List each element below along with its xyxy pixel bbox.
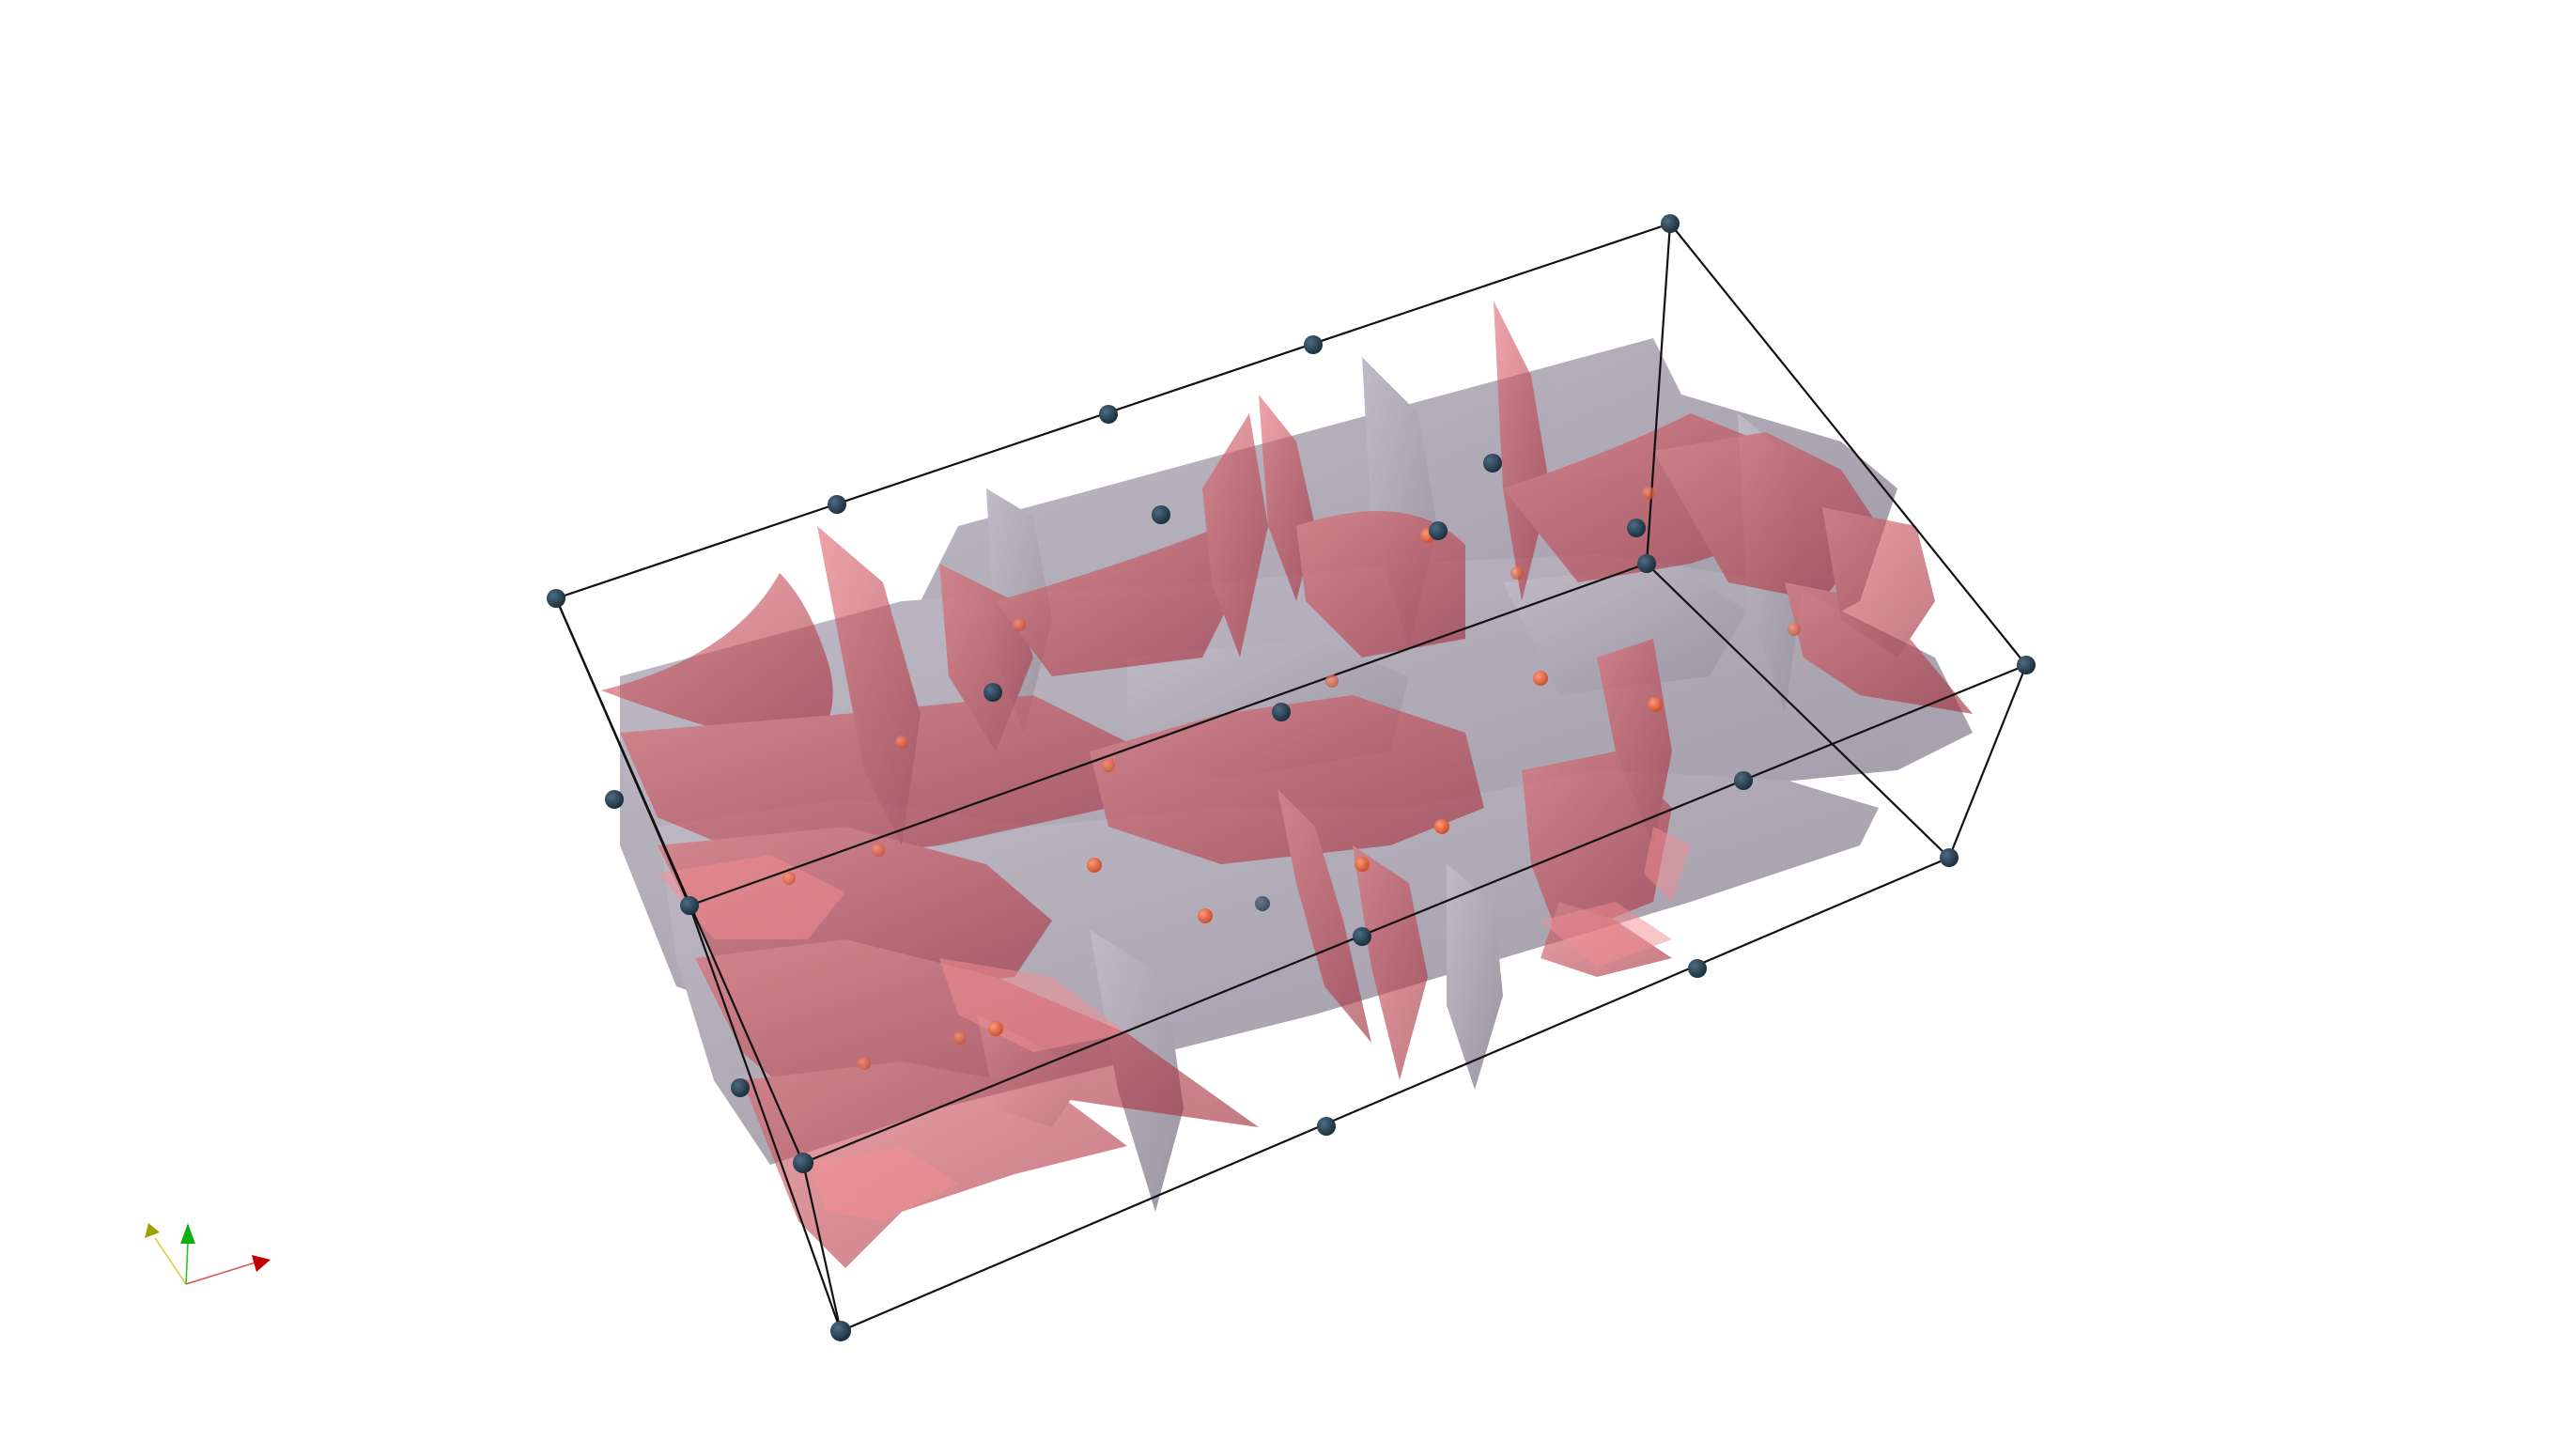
box-node: [1272, 703, 1291, 721]
box-node: [547, 589, 565, 608]
y-axis-line: [154, 1237, 187, 1285]
interior-point: [1198, 908, 1213, 923]
box-edge: [688, 905, 843, 1332]
box-node: [680, 896, 699, 915]
box-edge: [1645, 223, 1672, 565]
red-sheet: [1653, 432, 1879, 601]
interior-point: [1533, 671, 1548, 686]
red-highlight: [808, 1146, 958, 1221]
interior-point: [858, 1057, 871, 1070]
red-sheet: [1822, 507, 1935, 658]
red-sheet: [1353, 845, 1428, 1080]
red-sheet: [817, 526, 921, 845]
interior-point: [872, 844, 885, 857]
box-node: [1637, 554, 1656, 573]
box-edge: [801, 1162, 843, 1332]
red-highlight: [1541, 902, 1672, 968]
box-node: [1317, 1117, 1336, 1136]
box-node: [1940, 848, 1959, 867]
red-sheet: [977, 1015, 1090, 1127]
interior-point: [1355, 857, 1370, 872]
red-sheet: [1597, 639, 1672, 845]
interior-point: [1087, 858, 1102, 873]
box-nodes: [547, 214, 2036, 1341]
box-node: [1255, 896, 1270, 911]
box-node: [793, 1153, 813, 1173]
interior-point: [1325, 674, 1339, 688]
box-edge: [840, 856, 1950, 1333]
red-sheet: [1278, 789, 1371, 1043]
interior-point: [1510, 566, 1524, 580]
interior-point: [1788, 623, 1801, 636]
box-node: [1429, 521, 1448, 540]
red-sheet: [1785, 582, 1973, 714]
box-node: [830, 1321, 851, 1341]
red-highlight: [939, 958, 1127, 1052]
box-node: [1099, 405, 1118, 424]
box-edge: [1947, 664, 2028, 859]
x-axis-arrow-icon: [252, 1255, 271, 1272]
box-edge: [554, 597, 691, 906]
grey-sheet: [1503, 564, 1747, 695]
red-sheet: [1296, 511, 1465, 658]
red-isosurfaces: [601, 301, 1973, 1268]
box-node: [1734, 771, 1753, 790]
box-node: [2017, 656, 2036, 674]
y-axis-arrow-icon: [145, 1223, 160, 1238]
red-sheet: [1202, 413, 1268, 658]
interior-point: [895, 736, 908, 749]
interior-point: [1642, 487, 1655, 500]
box-edge: [1669, 223, 2027, 666]
red-sheet: [996, 526, 1240, 676]
interior-point: [1434, 819, 1449, 834]
z-axis-line: [185, 1241, 189, 1285]
box-node: [828, 495, 846, 514]
box-node: [605, 790, 624, 809]
red-highlights: [658, 827, 1691, 1221]
box-node: [1627, 519, 1646, 537]
z-axis-arrow-icon: [180, 1223, 195, 1244]
box-node: [1152, 505, 1170, 524]
box-node: [1353, 927, 1371, 946]
red-highlight: [1644, 827, 1691, 902]
box-node: [983, 683, 1002, 702]
red-sheet: [601, 573, 833, 751]
box-edge: [689, 562, 1648, 907]
x-axis-line: [185, 1262, 256, 1285]
interior-point: [1102, 759, 1115, 772]
box-edge: [1646, 563, 1950, 859]
box-node: [1304, 335, 1323, 354]
interior-point: [953, 1031, 967, 1045]
interior-points: [782, 487, 1801, 1070]
box-node: [1661, 214, 1680, 233]
interior-point: [988, 1021, 1003, 1036]
box-edge: [802, 663, 2027, 1165]
box-node: [731, 1078, 750, 1097]
grey-sheet: [1447, 864, 1503, 1090]
red-sheet: [1090, 695, 1484, 864]
orientation-axes-widget: [145, 1223, 271, 1285]
interior-point: [1648, 697, 1663, 712]
box-node: [1688, 959, 1707, 978]
red-highlight: [658, 855, 845, 939]
interior-point: [782, 872, 796, 885]
interior-point: [1013, 618, 1026, 631]
box-node: [1483, 454, 1502, 472]
